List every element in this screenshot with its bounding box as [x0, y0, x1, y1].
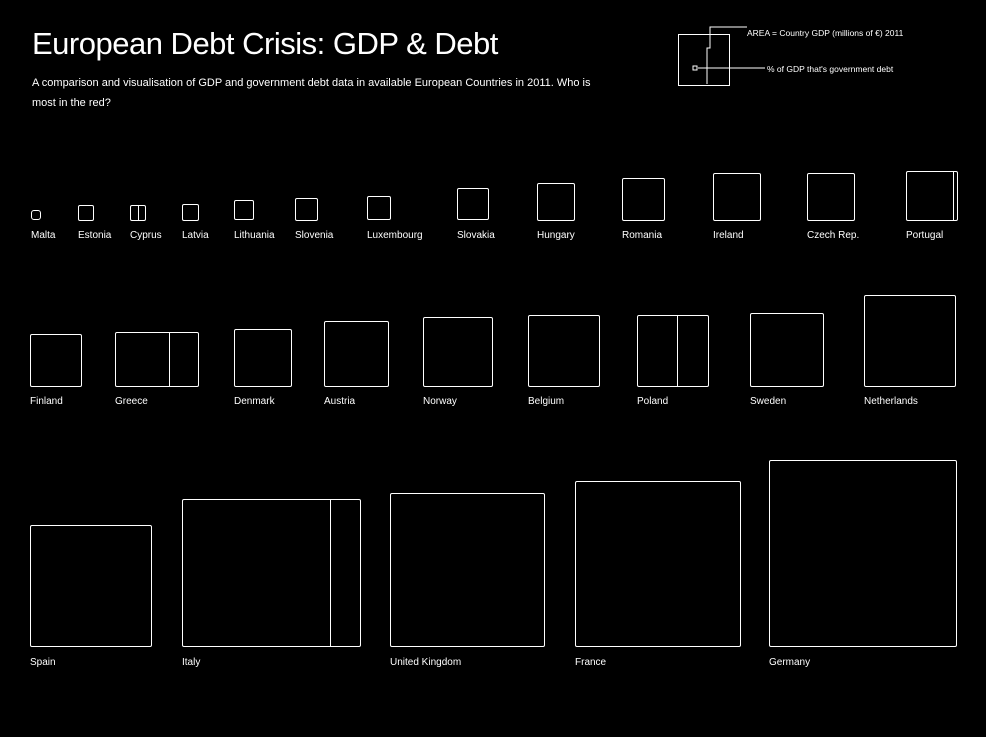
country-label-hungary: Hungary — [537, 230, 575, 241]
country-square-poland — [637, 315, 709, 387]
page-subtitle: A comparison and visualisation of GDP an… — [32, 77, 591, 109]
country-square-slovenia — [295, 198, 318, 221]
country-label-italy: Italy — [182, 657, 201, 668]
country-square-ireland — [713, 173, 761, 221]
country-label-sweden: Sweden — [750, 396, 787, 407]
country-debt-line-portugal — [953, 172, 954, 220]
country-label-denmark: Denmark — [234, 396, 275, 407]
country-label-norway: Norway — [423, 396, 457, 407]
country-square-greece — [115, 332, 199, 387]
country-label-poland: Poland — [637, 396, 669, 407]
country-square-italy — [182, 499, 361, 647]
country-square-romania — [622, 178, 665, 221]
country-debt-line-greece — [169, 333, 170, 386]
country-square-cyprus — [130, 205, 146, 221]
country-square-belgium — [528, 315, 600, 387]
country-label-malta: Malta — [31, 230, 56, 241]
legend-area-label: AREA = Country GDP (millions of €) 2011 — [747, 28, 904, 38]
legend-connector-lines — [692, 26, 765, 84]
country-square-norway — [423, 317, 493, 387]
country-label-united-kingdom: United Kingdom — [390, 657, 462, 668]
country-label-latvia: Latvia — [182, 230, 209, 241]
country-square-latvia — [182, 204, 199, 221]
country-square-lithuania — [234, 200, 254, 220]
country-square-netherlands — [864, 295, 956, 387]
country-label-france: France — [575, 657, 607, 668]
country-label-romania: Romania — [622, 230, 663, 241]
country-label-lithuania: Lithuania — [234, 230, 275, 241]
country-label-belgium: Belgium — [528, 396, 565, 407]
country-debt-line-poland — [677, 316, 678, 386]
country-label-estonia: Estonia — [78, 230, 112, 241]
country-label-slovenia: Slovenia — [295, 230, 334, 241]
country-label-greece: Greece — [115, 396, 148, 407]
legend-sample-square — [678, 34, 730, 86]
country-square-denmark — [234, 329, 292, 387]
country-square-luxembourg — [367, 196, 391, 220]
country-label-spain: Spain — [30, 657, 56, 668]
legend-debt-label: % of GDP that's government debt — [767, 64, 894, 74]
country-label-ireland: Ireland — [713, 230, 744, 241]
country-label-cyprus: Cyprus — [130, 230, 162, 241]
country-label-slovakia: Slovakia — [457, 230, 495, 241]
country-label-germany: Germany — [769, 657, 811, 668]
country-square-finland — [30, 334, 82, 387]
country-debt-line-cyprus — [138, 206, 139, 220]
country-label-austria: Austria — [324, 396, 356, 407]
country-square-czech-rep — [807, 173, 855, 221]
country-square-france — [575, 481, 741, 647]
country-label-portugal: Portugal — [906, 230, 944, 241]
country-square-sweden — [750, 313, 824, 387]
country-label-luxembourg: Luxembourg — [367, 230, 423, 241]
country-square-united-kingdom — [390, 493, 545, 647]
country-label-czech-rep: Czech Rep. — [807, 230, 860, 241]
country-square-slovakia — [457, 188, 489, 220]
country-square-portugal — [906, 171, 958, 221]
page-title: European Debt Crisis: GDP & Debt — [32, 26, 498, 61]
country-square-spain — [30, 525, 152, 647]
country-debt-line-italy — [330, 500, 331, 646]
country-square-estonia — [78, 205, 94, 221]
country-square-austria — [324, 321, 389, 387]
country-label-finland: Finland — [30, 396, 63, 407]
country-square-germany — [769, 460, 957, 647]
country-square-malta — [31, 210, 41, 220]
country-square-hungary — [537, 183, 575, 221]
country-label-netherlands: Netherlands — [864, 396, 918, 407]
